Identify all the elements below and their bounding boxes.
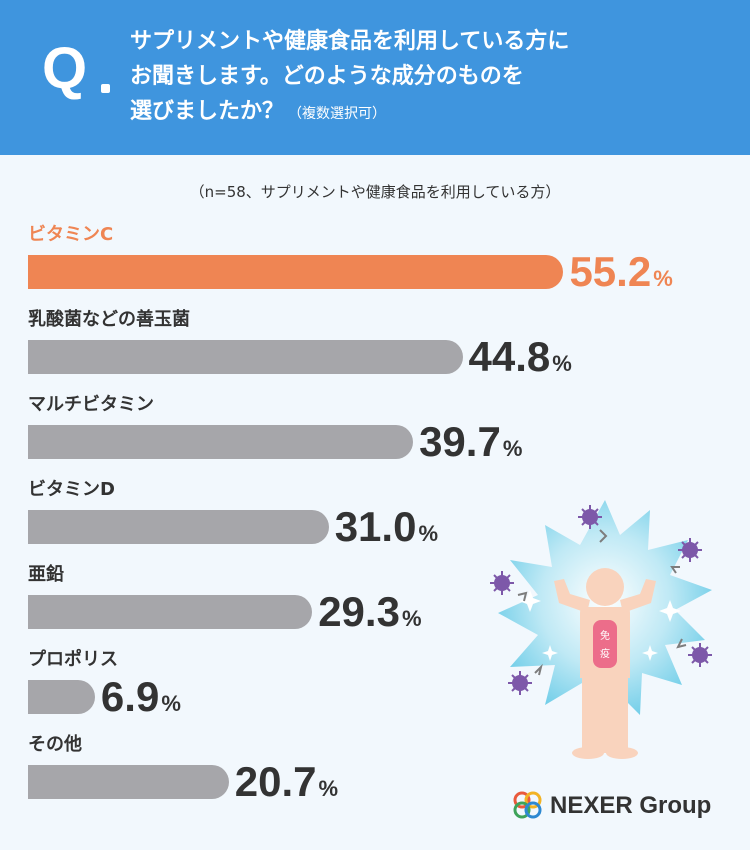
category-label: ビタミンD [28,479,115,500]
value-number: 29.3 [318,588,400,635]
category-label: ビタミンC [28,224,114,245]
value-number: 31.0 [334,503,417,550]
bar [28,340,463,374]
nexer-logo: NEXER Group [510,786,730,826]
motion-lines-icon [517,529,687,676]
category-label: その他 [28,734,82,755]
question-mark-dot [101,84,110,93]
bar [28,425,414,459]
value-label: 6.9% [101,676,181,718]
immunity-badge-char-2: 疫 [600,647,610,660]
logo-text: NEXER Group [550,792,712,819]
immunity-badge: 免 疫 [593,620,617,668]
value-number: 6.9 [100,673,160,720]
logo-rings-icon [513,791,542,819]
bar [28,255,564,289]
bar [28,765,229,799]
value-unit: % [418,521,438,546]
value-label: 39.7% [419,421,522,463]
value-label: 29.3% [318,591,421,633]
value-label: 20.7% [235,761,338,803]
bar [28,680,95,714]
category-label: プロポリス [28,649,118,670]
question-text: サプリメントや健康食品を利用している方に お聞きします。どのような成分のものを … [130,24,730,132]
question-note: （複数選択可） [288,106,387,122]
question-mark: Q [42,36,88,101]
question-line-3: 選びましたか？ （複数選択可） [130,94,730,132]
value-label: 55.2% [569,251,672,293]
category-label: 乳酸菌などの善玉菌 [28,309,190,330]
bar [28,510,329,544]
value-number: 44.8 [468,333,551,380]
category-label: 亜鉛 [28,564,64,585]
value-number: 39.7 [419,418,501,465]
value-unit: % [653,266,673,291]
category-label: マルチビタミン [28,394,154,415]
value-unit: % [552,351,572,376]
question-header: Q サプリメントや健康食品を利用している方に お聞きします。どのような成分のもの… [0,0,750,155]
value-label: 44.8% [469,336,572,378]
value-unit: % [161,691,181,716]
value-unit: % [401,606,422,631]
value-number: 55.2 [569,248,652,295]
question-line-2: お聞きします。どのような成分のものを [130,64,524,89]
value-label: 31.0% [335,506,438,548]
value-unit: % [502,436,523,461]
sample-size-note: （n=58、サプリメントや健康食品を利用している方） [189,183,561,201]
question-line-1: サプリメントや健康食品を利用している方に [130,29,570,54]
bar [28,595,313,629]
immunity-badge-char-1: 免 [600,629,610,642]
value-number: 20.7 [234,758,317,805]
question-line-3-text: 選びましたか？ [130,99,285,124]
value-unit: % [318,776,339,801]
sparkle-icon [519,590,681,661]
immunity-illustration: 免 疫 [490,500,712,759]
virus-spikes-icon [490,505,712,695]
